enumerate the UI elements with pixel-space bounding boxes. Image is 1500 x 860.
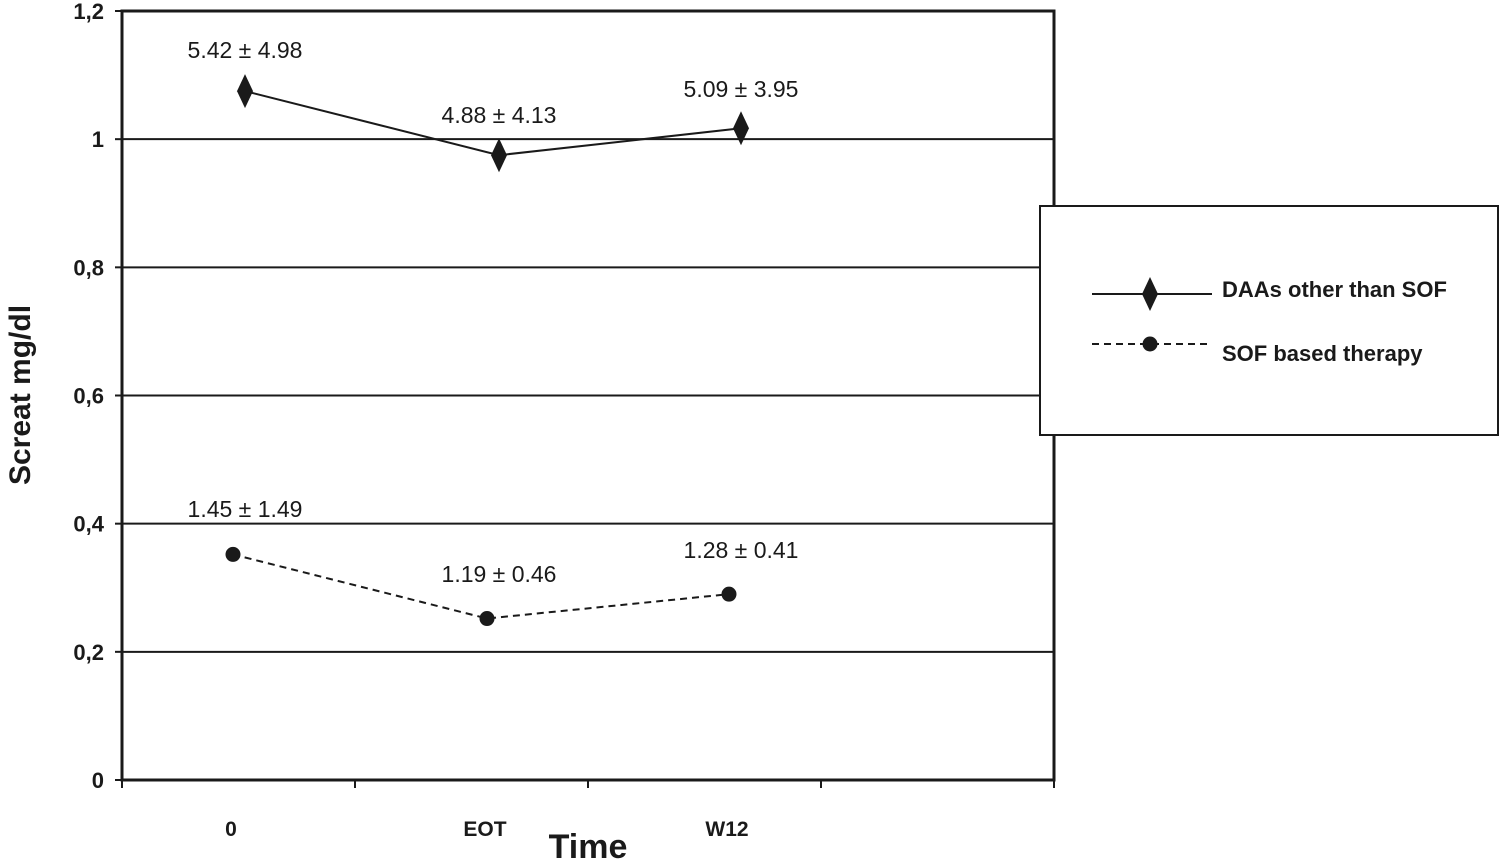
y-tick-label: 0,6 bbox=[73, 384, 104, 409]
legend-diamond-marker bbox=[1142, 277, 1158, 311]
diamond-marker bbox=[237, 74, 253, 109]
legend-item: SOF based therapy bbox=[1092, 336, 1423, 366]
x-axis-title: Time bbox=[549, 828, 628, 860]
x-tick-label: W12 bbox=[705, 818, 748, 841]
series-layer: 5.42 ± 4.98 4.88 ± 4.13 5.09 ± 3.95 1.45 ± … bbox=[188, 37, 799, 627]
series-2: 1.45 ± 1.49 1.19 ± 0.46 1.28 ± 0.41 bbox=[188, 496, 799, 627]
gridlines bbox=[122, 138, 1054, 653]
legend: DAAs other than SOF SOF based therapy bbox=[1039, 205, 1499, 436]
y-tick-label: 0,4 bbox=[73, 512, 104, 537]
series-line bbox=[232, 553, 730, 620]
legend-box bbox=[1039, 205, 1499, 436]
y-axis-title: Screat mg/dl bbox=[4, 305, 37, 485]
x-tick-label: EOT bbox=[463, 818, 506, 841]
diamond-marker bbox=[733, 111, 749, 146]
data-label: 1.28 ± 0.41 bbox=[684, 537, 799, 563]
x-axis: 0 EOT W12 bbox=[121, 780, 1055, 841]
y-tick-label: 0 bbox=[92, 768, 104, 793]
legend-label: SOF based therapy bbox=[1222, 341, 1423, 366]
data-label: 5.42 ± 4.98 bbox=[188, 37, 303, 63]
legend-circle-marker bbox=[1142, 336, 1158, 352]
diamond-marker bbox=[491, 138, 507, 173]
data-label: 1.45 ± 1.49 bbox=[188, 496, 303, 522]
circle-marker bbox=[721, 586, 737, 602]
data-label: 5.09 ± 3.95 bbox=[684, 76, 799, 102]
circle-marker bbox=[479, 611, 495, 627]
x-tick-label: 0 bbox=[225, 818, 237, 841]
legend-label: DAAs other than SOF bbox=[1222, 277, 1447, 302]
circle-marker bbox=[225, 546, 241, 562]
series-1: 5.42 ± 4.98 4.88 ± 4.13 5.09 ± 3.95 bbox=[188, 37, 799, 173]
y-tick-label: 1,2 bbox=[73, 0, 104, 24]
y-axis: 0 0,2 0,4 0,6 0,8 1 1,2 bbox=[73, 0, 122, 793]
data-label: 4.88 ± 4.13 bbox=[442, 102, 557, 128]
y-tick-label: 0,2 bbox=[73, 640, 104, 665]
y-tick-label: 1 bbox=[92, 127, 104, 152]
data-label: 1.19 ± 0.46 bbox=[442, 561, 557, 587]
legend-item: DAAs other than SOF bbox=[1092, 277, 1447, 311]
y-tick-label: 0,8 bbox=[73, 255, 104, 280]
